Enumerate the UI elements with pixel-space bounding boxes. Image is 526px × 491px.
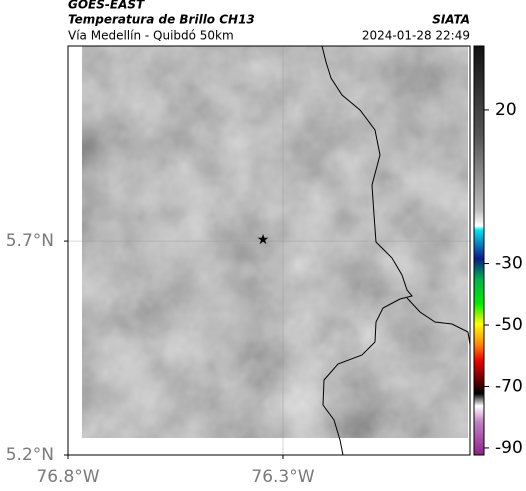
datetime: 2024-01-28 22:49 [362, 29, 470, 43]
border-line [321, 45, 413, 456]
y-tick-label: 5.7°N [6, 231, 54, 251]
title: GOES-EAST [68, 0, 145, 12]
source: SIATA [432, 13, 470, 27]
location-marker: ★ [257, 232, 270, 248]
route: Vía Medellín - Quibdó 50km [68, 29, 234, 43]
x-tick-label: 76.3°W [251, 467, 314, 487]
colorbar [473, 45, 485, 456]
satellite-image [82, 46, 468, 438]
border-line [406, 297, 471, 346]
map-frame [67, 45, 471, 456]
colorbar-label: -50 [495, 315, 523, 335]
subtitle: Temperatura de Brillo CH13 [68, 13, 255, 27]
colorbar-label: -30 [495, 254, 523, 274]
colorbar-label: -70 [495, 376, 523, 396]
y-tick-label: 5.2°N [6, 445, 54, 465]
x-tick-label: 76.8°W [36, 467, 99, 487]
colorbar-label: 20 [495, 100, 517, 120]
colorbar-label: -90 [495, 438, 523, 458]
